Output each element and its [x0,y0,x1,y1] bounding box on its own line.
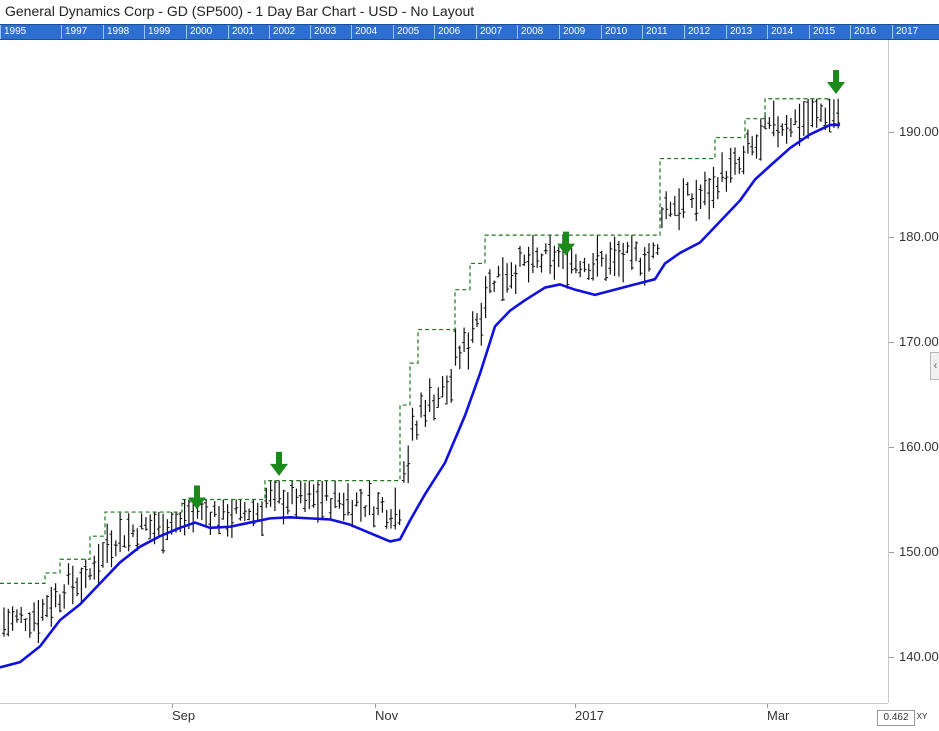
year-strip-label[interactable]: 2012 [684,25,710,39]
year-strip-label[interactable]: 1998 [103,25,129,39]
moving-average-line [0,123,840,669]
resistance-step-line [0,98,830,585]
year-strip-label[interactable]: 2014 [767,25,793,39]
price-axis-tick [889,551,894,553]
signal-arrow-icon [557,231,575,256]
year-strip-label[interactable]: 2004 [351,25,377,39]
year-strip-label[interactable]: 2013 [726,25,752,39]
year-strip-label[interactable]: 2007 [476,25,502,39]
chevron-left-icon[interactable]: ‹ [930,352,939,380]
signal-arrow-icon [188,485,206,510]
price-axis-label: 170.00 [899,334,939,350]
price-axis-label: 180.00 [899,229,939,245]
price-axis-label: 160.00 [899,439,939,455]
zoom-value-field[interactable]: 0.462 [877,710,915,726]
signal-arrow-icon [270,451,288,476]
year-strip-label[interactable]: 2015 [809,25,835,39]
year-strip-label[interactable]: 1999 [144,25,170,39]
price-axis-label: 150.00 [899,543,939,559]
year-strip-label[interactable]: 2016 [850,25,876,39]
price-axis-tick [889,656,894,658]
year-strip-label[interactable]: 2017 [892,25,918,39]
price-axis-tick [889,342,894,344]
price-axis-label: 140.00 [899,648,939,664]
date-axis-label: Nov [375,708,399,723]
chart-title: General Dynamics Corp - GD (SP500) - 1 D… [5,3,475,19]
price-axis-tick [889,237,894,239]
year-strip-label[interactable]: 2008 [517,25,543,39]
year-strip-label[interactable]: 2011 [642,25,668,39]
date-axis-tick [375,704,376,708]
signal-arrow-icon [827,70,845,95]
date-axis-tick [172,704,173,708]
date-axis-label: Mar [767,708,790,723]
price-axis-tick [889,447,894,449]
year-strip-label[interactable]: 2001 [228,25,254,39]
chart-plot-area[interactable] [0,40,888,703]
year-strip-label[interactable]: 2006 [434,25,460,39]
year-strip-label[interactable]: 2002 [269,25,295,39]
date-axis[interactable]: Sep Nov 2017 Mar [0,703,888,731]
price-chart-svg[interactable] [0,40,888,703]
year-strip-label[interactable]: 2003 [310,25,336,39]
year-strip-label[interactable]: 2000 [186,25,212,39]
year-strip-label[interactable]: 1995 [0,25,26,39]
price-axis-tick [889,132,894,134]
price-axis-label: 190.00 [899,124,939,140]
date-axis-tick [767,704,768,708]
xy-toggle-button[interactable]: XY [916,712,928,721]
date-axis-tick [575,704,576,708]
year-strip-label[interactable]: 1997 [61,25,87,39]
year-strip-label[interactable]: 2010 [601,25,627,39]
date-axis-label: 2017 [575,708,604,723]
chart-title-bar: General Dynamics Corp - GD (SP500) - 1 D… [0,0,939,24]
date-axis-label: Sep [172,708,196,723]
year-strip-label[interactable]: 2005 [393,25,419,39]
year-strip-label[interactable]: 2009 [559,25,585,39]
year-navigator-strip[interactable]: 1995 1997 1998 1999 2000 2001 2002 2003 2004 2005… [0,24,939,40]
